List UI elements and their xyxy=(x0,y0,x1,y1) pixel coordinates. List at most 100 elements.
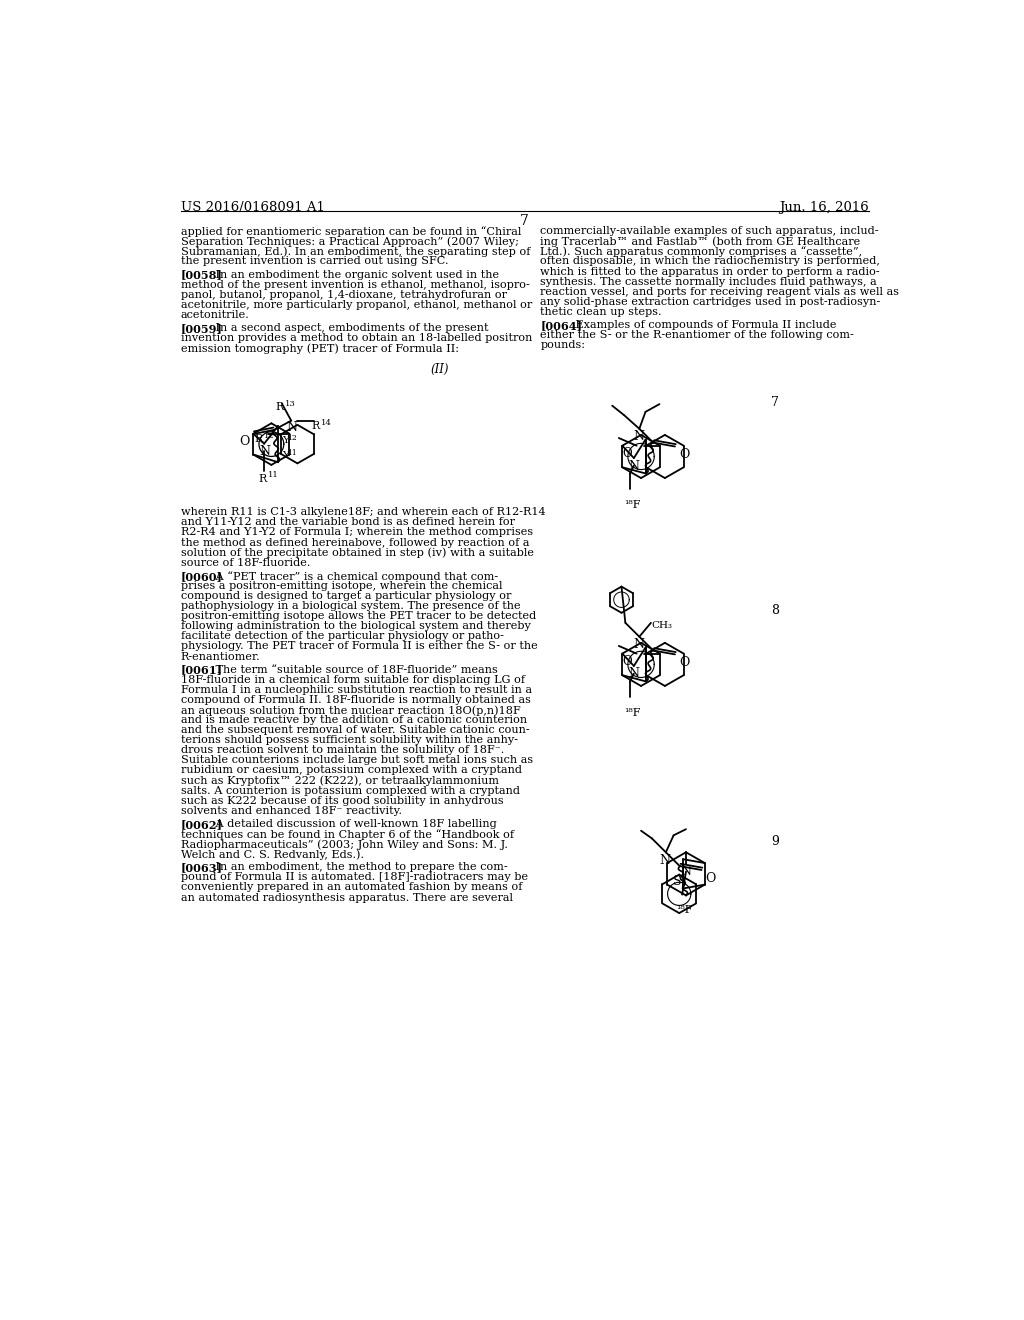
Text: and is made reactive by the addition of a cationic counterion: and is made reactive by the addition of … xyxy=(180,715,526,725)
Text: In an embodiment, the method to prepare the com-: In an embodiment, the method to prepare … xyxy=(202,862,508,873)
Text: drous reaction solvent to maintain the solubility of 18F⁻.: drous reaction solvent to maintain the s… xyxy=(180,746,504,755)
Text: O: O xyxy=(623,655,632,668)
Text: R: R xyxy=(258,474,266,483)
Text: the method as defined hereinabove, followed by reaction of a: the method as defined hereinabove, follo… xyxy=(180,537,529,548)
Text: R: R xyxy=(312,421,321,432)
Text: A “PET tracer” is a chemical compound that com-: A “PET tracer” is a chemical compound th… xyxy=(202,570,499,582)
Text: techniques can be found in Chapter 6 of the “Handbook of: techniques can be found in Chapter 6 of … xyxy=(180,829,514,840)
Text: R-enantiomer.: R-enantiomer. xyxy=(180,652,260,661)
Text: CH₃: CH₃ xyxy=(651,622,673,630)
Text: synthesis. The cassette normally includes fluid pathways, a: synthesis. The cassette normally include… xyxy=(541,277,877,286)
Text: In an embodiment the organic solvent used in the: In an embodiment the organic solvent use… xyxy=(202,269,500,280)
Text: conveniently prepared in an automated fashion by means of: conveniently prepared in an automated fa… xyxy=(180,883,522,892)
Text: an automated radiosynthesis apparatus. There are several: an automated radiosynthesis apparatus. T… xyxy=(180,892,513,903)
Text: following administration to the biological system and thereby: following administration to the biologic… xyxy=(180,622,530,631)
Text: [0059]: [0059] xyxy=(180,323,222,334)
Text: R: R xyxy=(275,403,284,412)
Text: S: S xyxy=(673,875,681,888)
Text: O: O xyxy=(679,656,689,669)
Text: 8: 8 xyxy=(771,605,779,618)
Text: compound is designed to target a particular physiology or: compound is designed to target a particu… xyxy=(180,591,511,601)
Text: facilitate detection of the particular physiology or patho-: facilitate detection of the particular p… xyxy=(180,631,504,642)
Text: and Y11-Y12 and the variable bond is as defined herein for: and Y11-Y12 and the variable bond is as … xyxy=(180,517,515,528)
Text: R: R xyxy=(254,434,262,445)
Text: solvents and enhanced 18F⁻ reactivity.: solvents and enhanced 18F⁻ reactivity. xyxy=(180,805,401,816)
Text: 13: 13 xyxy=(285,400,296,408)
Text: O: O xyxy=(679,447,689,461)
Text: O: O xyxy=(239,436,249,449)
Text: [0062]: [0062] xyxy=(180,818,222,830)
Text: acetonitrile.: acetonitrile. xyxy=(180,310,250,319)
Text: (II): (II) xyxy=(430,363,449,376)
Text: N: N xyxy=(287,421,298,434)
Text: method of the present invention is ethanol, methanol, isopro-: method of the present invention is ethan… xyxy=(180,280,529,289)
Text: and the subsequent removal of water. Suitable cationic coun-: and the subsequent removal of water. Sui… xyxy=(180,725,529,735)
Text: 18F-fluoride in a chemical form suitable for displacing LG of: 18F-fluoride in a chemical form suitable… xyxy=(180,675,524,685)
Text: 7: 7 xyxy=(771,396,779,409)
Text: A detailed discussion of well-known 18F labelling: A detailed discussion of well-known 18F … xyxy=(202,818,498,829)
Text: wherein R11 is C1-3 alkylene18F; and wherein each of R12-R14: wherein R11 is C1-3 alkylene18F; and whe… xyxy=(180,507,546,517)
Text: often disposable, in which the radiochemistry is performed,: often disposable, in which the radiochem… xyxy=(541,256,881,267)
Text: N: N xyxy=(659,854,671,867)
Text: Formula I in a nucleophilic substitution reaction to result in a: Formula I in a nucleophilic substitution… xyxy=(180,685,531,694)
Text: rubidium or caesium, potassium complexed with a cryptand: rubidium or caesium, potassium complexed… xyxy=(180,766,521,775)
Text: The term “suitable source of 18F-fluoride” means: The term “suitable source of 18F-fluorid… xyxy=(202,664,498,675)
Text: 11: 11 xyxy=(288,449,297,457)
Text: solution of the precipitate obtained in step (iv) with a suitable: solution of the precipitate obtained in … xyxy=(180,548,534,558)
Text: [0064]: [0064] xyxy=(541,319,583,331)
Text: positron-emitting isotope allows the PET tracer to be detected: positron-emitting isotope allows the PET… xyxy=(180,611,536,622)
Text: 11: 11 xyxy=(268,471,279,479)
Text: O: O xyxy=(623,447,632,461)
Text: such as K222 because of its good solubility in anhydrous: such as K222 because of its good solubil… xyxy=(180,796,504,805)
Text: reaction vessel, and ports for receiving reagent vials as well as: reaction vessel, and ports for receiving… xyxy=(541,286,899,297)
Text: such as Kryptofix™ 222 (K222), or tetraalkylammonium: such as Kryptofix™ 222 (K222), or tetraa… xyxy=(180,776,499,787)
Text: an aqueous solution from the nuclear reaction 18O(p,n)18F: an aqueous solution from the nuclear rea… xyxy=(180,705,520,715)
Text: ¹⁸F: ¹⁸F xyxy=(624,499,640,510)
Text: any solid-phase extraction cartridges used in post-radiosyn-: any solid-phase extraction cartridges us… xyxy=(541,297,881,306)
Text: 12: 12 xyxy=(288,434,297,442)
Text: 12: 12 xyxy=(264,432,274,440)
Text: applied for enantiomeric separation can be found in “Chiral: applied for enantiomeric separation can … xyxy=(180,226,521,238)
Text: In a second aspect, embodiments of the present: In a second aspect, embodiments of the p… xyxy=(202,323,488,333)
Text: ¹⁸F: ¹⁸F xyxy=(676,906,692,915)
Text: Y: Y xyxy=(283,451,289,461)
Text: N: N xyxy=(629,459,639,473)
Text: which is fitted to the apparatus in order to perform a radio-: which is fitted to the apparatus in orde… xyxy=(541,267,880,276)
Text: Examples of compounds of Formula II include: Examples of compounds of Formula II incl… xyxy=(561,319,837,330)
Text: terions should possess sufficient solubility within the anhy-: terions should possess sufficient solubi… xyxy=(180,735,518,746)
Text: Welch and C. S. Redvanly, Eds.).: Welch and C. S. Redvanly, Eds.). xyxy=(180,849,364,859)
Text: Jun. 16, 2016: Jun. 16, 2016 xyxy=(779,201,869,214)
Text: compound of Formula II. 18F-fluoride is normally obtained as: compound of Formula II. 18F-fluoride is … xyxy=(180,694,530,705)
Text: ¹⁸F: ¹⁸F xyxy=(624,708,640,718)
Text: commercially-available examples of such apparatus, includ-: commercially-available examples of such … xyxy=(541,226,879,236)
Text: invention provides a method to obtain an 18-labelled positron: invention provides a method to obtain an… xyxy=(180,333,532,343)
Text: 14: 14 xyxy=(322,418,333,428)
Text: either the S- or the R-enantiomer of the following com-: either the S- or the R-enantiomer of the… xyxy=(541,330,854,341)
Text: [0063]: [0063] xyxy=(180,862,222,874)
Text: N: N xyxy=(259,445,270,458)
Text: N: N xyxy=(633,638,644,651)
Text: Radiopharmaceuticals” (2003; John Wiley and Sons: M. J.: Radiopharmaceuticals” (2003; John Wiley … xyxy=(180,840,508,850)
Text: Y: Y xyxy=(283,436,289,445)
Text: [0060]: [0060] xyxy=(180,570,222,582)
Text: R2-R4 and Y1-Y2 of Formula I; wherein the method comprises: R2-R4 and Y1-Y2 of Formula I; wherein th… xyxy=(180,528,532,537)
Text: acetonitrile, more particularly propanol, ethanol, methanol or: acetonitrile, more particularly propanol… xyxy=(180,300,531,310)
Text: pathophysiology in a biological system. The presence of the: pathophysiology in a biological system. … xyxy=(180,601,520,611)
Text: Separation Techniques: a Practical Approach” (2007 Wiley;: Separation Techniques: a Practical Appro… xyxy=(180,236,519,247)
Text: N: N xyxy=(681,866,691,878)
Text: 9: 9 xyxy=(771,836,779,849)
Text: Suitable counterions include large but soft metal ions such as: Suitable counterions include large but s… xyxy=(180,755,532,766)
Text: US 2016/0168091 A1: US 2016/0168091 A1 xyxy=(180,201,325,214)
Text: N: N xyxy=(629,668,639,681)
Text: salts. A counterion is potassium complexed with a cryptand: salts. A counterion is potassium complex… xyxy=(180,785,520,796)
Text: Subramanian, Ed.). In an embodiment, the separating step of: Subramanian, Ed.). In an embodiment, the… xyxy=(180,247,530,257)
Text: N: N xyxy=(633,430,644,444)
Text: ing Tracerlab™ and Fastlab™ (both from GE Healthcare: ing Tracerlab™ and Fastlab™ (both from G… xyxy=(541,236,860,247)
Text: [0061]: [0061] xyxy=(180,664,222,676)
Text: pound of Formula II is automated. [18F]-radiotracers may be: pound of Formula II is automated. [18F]-… xyxy=(180,873,527,882)
Text: panol, butanol, propanol, 1,4-dioxane, tetrahydrofuran or: panol, butanol, propanol, 1,4-dioxane, t… xyxy=(180,289,507,300)
Text: pounds:: pounds: xyxy=(541,341,586,350)
Text: [0058]: [0058] xyxy=(180,269,222,281)
Text: O: O xyxy=(706,871,716,884)
Text: physiology. The PET tracer of Formula II is either the S- or the: physiology. The PET tracer of Formula II… xyxy=(180,642,538,651)
